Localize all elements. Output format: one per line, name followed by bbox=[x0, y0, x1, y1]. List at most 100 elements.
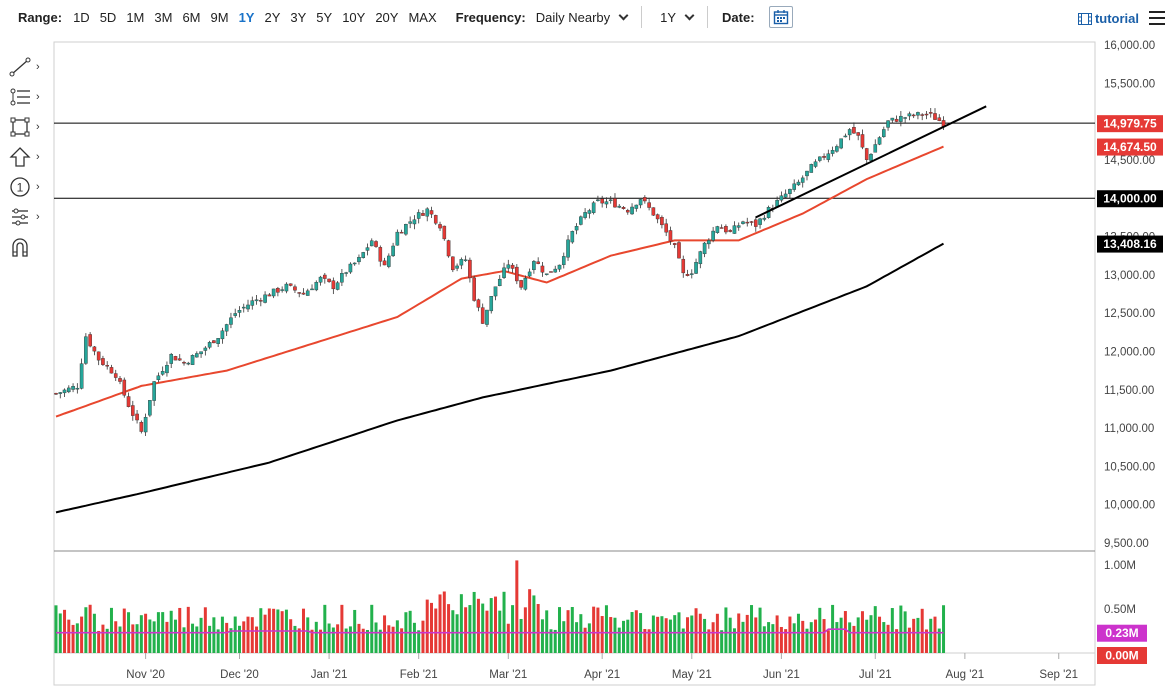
candle-body bbox=[916, 112, 920, 116]
candle-body bbox=[753, 219, 758, 227]
tutorial-link[interactable]: tutorial bbox=[1077, 11, 1139, 26]
rectangle-tool[interactable]: › bbox=[8, 112, 52, 142]
volume-bar bbox=[741, 621, 745, 653]
candle-body bbox=[463, 259, 468, 261]
range-button-max[interactable]: MAX bbox=[408, 9, 437, 25]
range-button-20y[interactable]: 20Y bbox=[375, 9, 399, 25]
measure-tool[interactable]: › bbox=[8, 202, 52, 232]
volume-bar bbox=[361, 628, 365, 653]
magnet-tool[interactable] bbox=[8, 232, 52, 262]
candle-body bbox=[109, 367, 114, 374]
candle-body bbox=[250, 300, 255, 306]
volume-bar bbox=[476, 598, 480, 653]
range-button-5y[interactable]: 5Y bbox=[316, 9, 333, 25]
candle-body bbox=[732, 225, 737, 234]
candle-body bbox=[442, 225, 447, 240]
candle-body bbox=[126, 396, 131, 407]
candle-body bbox=[638, 199, 643, 206]
price-chart[interactable]: 16,000.0015,500.0015,000.0014,500.0014,0… bbox=[0, 34, 1175, 688]
candle-body bbox=[476, 299, 481, 308]
volume-bar bbox=[566, 610, 570, 653]
candle-body bbox=[933, 113, 937, 120]
candle-body bbox=[284, 283, 289, 292]
frequency-dropdown[interactable]: Daily Nearby bbox=[536, 10, 629, 25]
range-button-10y[interactable]: 10Y bbox=[342, 9, 366, 25]
price-tick-label: 12,000.00 bbox=[1104, 346, 1155, 358]
volume-bar bbox=[395, 620, 399, 653]
volume-bar bbox=[442, 591, 446, 653]
candle-body bbox=[515, 266, 519, 282]
candle-body bbox=[276, 287, 280, 293]
candle-body bbox=[357, 257, 361, 263]
volume-bar bbox=[391, 626, 395, 653]
candle-body bbox=[519, 280, 523, 288]
range-button-1m[interactable]: 1M bbox=[126, 9, 145, 25]
candle-body bbox=[604, 201, 609, 205]
tutorial-label: tutorial bbox=[1094, 11, 1139, 26]
candle-body bbox=[493, 286, 498, 297]
candle-body bbox=[374, 241, 378, 247]
candle-body bbox=[105, 365, 110, 367]
number-tool[interactable]: 1 › bbox=[8, 172, 52, 202]
candle-body bbox=[224, 324, 229, 332]
volume-tick-label: 1.00M bbox=[1104, 560, 1136, 572]
range-button-1y[interactable]: 1Y bbox=[238, 9, 255, 25]
fibonacci-icon bbox=[10, 88, 30, 106]
volume-bar bbox=[694, 608, 698, 653]
candle-body bbox=[459, 259, 464, 266]
volume-tick-label: 0.50M bbox=[1104, 604, 1136, 616]
fib-tool[interactable]: › bbox=[8, 82, 52, 112]
period-dropdown[interactable]: 1Y bbox=[660, 10, 695, 25]
volume-bar bbox=[438, 594, 442, 653]
range-button-2y[interactable]: 2Y bbox=[264, 9, 281, 25]
volume-bar bbox=[558, 607, 562, 653]
candle-body bbox=[352, 262, 357, 265]
ma200-line bbox=[55, 242, 944, 514]
candle-body bbox=[297, 292, 302, 294]
volume-avg-label: 0.23M bbox=[1105, 626, 1138, 640]
volume-bar bbox=[323, 604, 327, 653]
candle-body bbox=[416, 212, 421, 219]
candle-body bbox=[783, 193, 788, 198]
range-button-3m[interactable]: 3M bbox=[154, 9, 173, 25]
candle-body bbox=[805, 170, 809, 177]
candle-body bbox=[788, 188, 792, 194]
volume-bar bbox=[788, 616, 792, 653]
range-button-3y[interactable]: 3Y bbox=[290, 9, 307, 25]
volume-bar bbox=[434, 608, 438, 653]
candle-body bbox=[719, 227, 724, 229]
volume-bar bbox=[353, 609, 357, 653]
volume-bar bbox=[562, 621, 566, 653]
volume-bar bbox=[293, 625, 297, 653]
trendline-tool[interactable]: › bbox=[8, 52, 52, 82]
hamburger-menu-icon[interactable] bbox=[1149, 11, 1165, 25]
chevron-right-icon: › bbox=[36, 121, 40, 133]
candle-body bbox=[468, 259, 472, 279]
range-button-1d[interactable]: 1D bbox=[73, 9, 90, 25]
candle-body bbox=[143, 417, 148, 433]
frequency-label: Frequency: bbox=[455, 9, 526, 25]
range-button-9m[interactable]: 9M bbox=[210, 9, 229, 25]
candle-body bbox=[75, 387, 80, 390]
volume-bar bbox=[784, 629, 788, 653]
volume-bar bbox=[852, 625, 856, 653]
measure-icon bbox=[12, 208, 28, 226]
volume-bar bbox=[242, 621, 246, 653]
price-label-box bbox=[1097, 235, 1163, 253]
calendar-button[interactable] bbox=[768, 6, 793, 28]
candle-body bbox=[856, 132, 860, 136]
candle-body bbox=[643, 197, 647, 202]
candle-body bbox=[216, 338, 220, 344]
x-tick-label: Dec '20 bbox=[220, 669, 259, 681]
range-button-5d[interactable]: 5D bbox=[99, 9, 117, 25]
volume-bar bbox=[814, 619, 818, 653]
price-label: 14,674.50 bbox=[1103, 140, 1157, 154]
arrow-tool[interactable]: › bbox=[8, 142, 52, 172]
candle-body bbox=[549, 271, 553, 273]
price-label: 13,408.16 bbox=[1103, 237, 1157, 251]
volume-bar bbox=[331, 627, 335, 653]
range-button-6m[interactable]: 6M bbox=[182, 9, 201, 25]
price-label: 14,000.00 bbox=[1103, 192, 1157, 206]
volume-bar bbox=[246, 616, 250, 653]
volume-bar bbox=[570, 607, 574, 653]
